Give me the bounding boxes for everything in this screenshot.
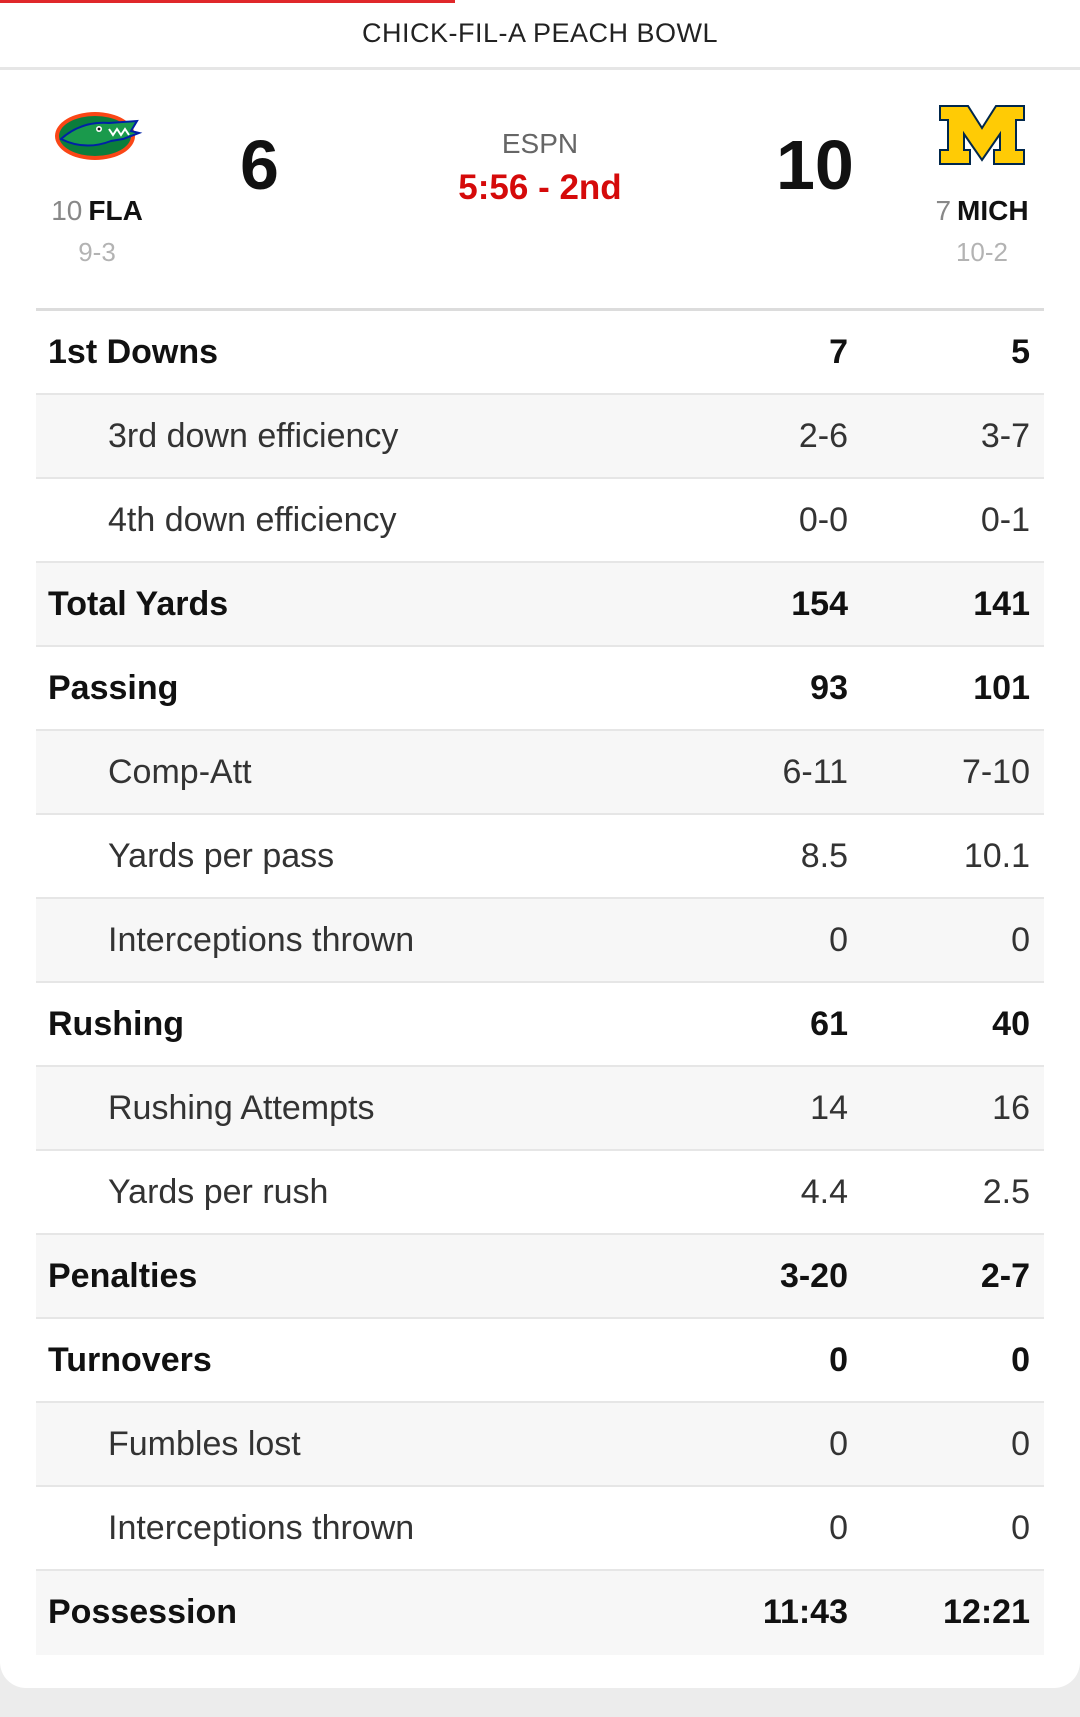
home-score: 6 xyxy=(240,126,279,204)
stat-home-value: 0 xyxy=(829,920,848,959)
stat-label: Rushing Attempts xyxy=(108,1088,375,1127)
stat-label: 4th down efficiency xyxy=(108,500,397,539)
stat-row: Interceptions thrown 0 0 xyxy=(36,1487,1044,1571)
stat-away-value: 0 xyxy=(1011,1508,1030,1547)
stat-row: 3rd down efficiency 2-6 3-7 xyxy=(36,395,1044,479)
stat-row: 4th down efficiency 0-0 0-1 xyxy=(36,479,1044,563)
stat-label: 1st Downs xyxy=(48,332,219,371)
stat-home-value: 0 xyxy=(829,1508,848,1547)
stat-home-value: 61 xyxy=(810,1004,848,1043)
stat-label: Turnovers xyxy=(48,1340,212,1379)
away-score: 10 xyxy=(776,126,854,204)
stat-home-value: 3-20 xyxy=(779,1256,848,1295)
stat-home-value: 0-0 xyxy=(798,500,848,539)
stat-home-value: 8.5 xyxy=(800,836,848,875)
home-team-rank: 10 xyxy=(51,195,83,226)
game-clock: 5:56 - 2nd xyxy=(458,168,622,207)
away-team-abbr: MICH xyxy=(957,195,1029,226)
stat-row: Turnovers 0 0 xyxy=(36,1319,1044,1403)
stat-home-value: 0 xyxy=(829,1340,848,1379)
stat-label: Interceptions thrown xyxy=(108,920,415,959)
stat-away-value: 12:21 xyxy=(943,1592,1030,1631)
stat-away-value: 0-1 xyxy=(980,500,1030,539)
stat-away-value: 0 xyxy=(1011,1424,1030,1463)
top-accent-bar xyxy=(0,0,455,3)
home-team-record: 9-3 xyxy=(78,237,116,267)
stat-away-value: 141 xyxy=(973,584,1030,623)
away-team[interactable]: 7 MICH 10-2 xyxy=(902,103,1062,268)
stat-home-value: 11:43 xyxy=(762,1592,848,1631)
stat-home-value: 0 xyxy=(829,1424,848,1463)
stat-row: Penalties 3-20 2-7 xyxy=(36,1235,1044,1319)
stat-row: Interceptions thrown 0 0 xyxy=(36,899,1044,983)
stat-label: Comp-Att xyxy=(108,752,252,791)
stat-home-value: 6-11 xyxy=(782,752,848,791)
team-stats-table: 1st Downs 7 5 3rd down efficiency 2-6 3-7 4th … xyxy=(36,308,1044,1655)
stat-row: Rushing Attempts 14 16 xyxy=(36,1067,1044,1151)
stat-away-value: 16 xyxy=(992,1088,1030,1127)
stat-away-value: 40 xyxy=(992,1004,1030,1043)
stat-row: Passing 93 101 xyxy=(36,647,1044,731)
stat-label: Fumbles lost xyxy=(108,1424,301,1463)
stat-label: Passing xyxy=(48,668,179,707)
stat-row: Total Yards 154 141 xyxy=(36,563,1044,647)
stat-row: Possession 11:43 12:21 xyxy=(36,1571,1044,1655)
stat-away-value: 2-7 xyxy=(980,1256,1030,1295)
stat-label: Total Yards xyxy=(48,584,229,623)
stat-away-value: 2.5 xyxy=(982,1172,1030,1211)
home-team[interactable]: 10 FLA 9-3 xyxy=(17,103,177,268)
stat-label: Possession xyxy=(48,1592,237,1631)
stat-row: Fumbles lost 0 0 xyxy=(36,1403,1044,1487)
michigan-block-m-logo-icon xyxy=(902,103,1062,167)
stat-away-value: 0 xyxy=(1011,1340,1030,1379)
stat-row: Yards per rush 4.4 2.5 xyxy=(36,1151,1044,1235)
home-team-name: 10 FLA xyxy=(17,195,177,227)
game-status: ESPN 5:56 - 2nd xyxy=(340,128,740,208)
away-team-record: 10-2 xyxy=(955,237,1009,267)
stat-away-value: 5 xyxy=(1011,332,1030,371)
game-title: CHICK-FIL-A PEACH BOWL xyxy=(0,0,1080,70)
stat-home-value: 14 xyxy=(810,1088,848,1127)
stat-label: Yards per rush xyxy=(108,1172,329,1211)
stat-home-value: 4.4 xyxy=(800,1172,848,1211)
stat-label: Penalties xyxy=(48,1256,198,1295)
stat-away-value: 10.1 xyxy=(963,836,1030,875)
stat-away-value: 0 xyxy=(1011,920,1030,959)
stat-label: Yards per pass xyxy=(108,836,335,875)
stat-label: 3rd down efficiency xyxy=(108,416,399,455)
stat-label: Rushing xyxy=(48,1004,184,1043)
stat-home-value: 93 xyxy=(810,668,848,707)
broadcast-network: ESPN xyxy=(501,128,579,159)
home-team-abbr: FLA xyxy=(88,195,143,226)
away-team-name: 7 MICH xyxy=(902,195,1062,227)
stat-label: Interceptions thrown xyxy=(108,1508,415,1547)
stat-row: 1st Downs 7 5 xyxy=(36,311,1044,395)
stat-away-value: 3-7 xyxy=(980,416,1030,455)
stat-row: Comp-Att 6-11 7-10 xyxy=(36,731,1044,815)
scoreboard: 10 FLA 9-3 6 ESPN 5:56 - 2nd 10 7 MICH 10-… xyxy=(0,73,1080,307)
stat-away-value: 101 xyxy=(973,668,1030,707)
stat-home-value: 7 xyxy=(829,332,848,371)
stat-home-value: 154 xyxy=(791,584,848,623)
stat-away-value: 7-10 xyxy=(961,752,1030,791)
florida-gator-logo-icon xyxy=(17,103,177,167)
away-team-rank: 7 xyxy=(935,195,952,226)
stat-row: Yards per pass 8.5 10.1 xyxy=(36,815,1044,899)
stat-home-value: 2-6 xyxy=(798,416,848,455)
stat-row: Rushing 61 40 xyxy=(36,983,1044,1067)
